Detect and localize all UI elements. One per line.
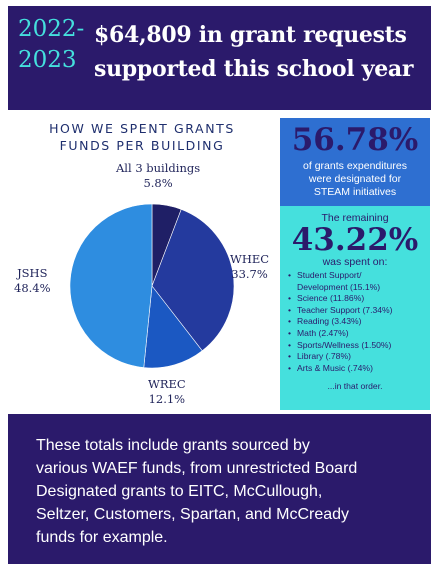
pie-label-wrec-name: WREC [148, 377, 186, 391]
remaining-percent: 43.22% [291, 222, 419, 258]
pie-chart [69, 203, 235, 369]
list-item-line: Library (.78%) [297, 351, 351, 362]
headline-line-1: $64,809 in grant requests [94, 22, 407, 48]
list-item-line: Sports/Wellness (1.50%) [297, 339, 392, 350]
footer-line-2: various WAEF funds, from unrestricted Bo… [36, 460, 358, 477]
pie-label-whec: WHEC 33.7% [230, 252, 269, 282]
steam-line-3: STEAM initiatives [313, 186, 397, 198]
chart-title-line-1: HOW WE SPENT GRANTS [49, 121, 235, 136]
list-item-line: Arts & Music (.74%) [297, 362, 373, 373]
pie-label-whec-value: 33.7% [231, 267, 268, 281]
pie-label-all-buildings-name: All 3 buildings [116, 161, 201, 175]
list-item-line: Teacher Support (7.34%) [297, 304, 393, 315]
list-item-line: Science (11.86%) [297, 293, 365, 304]
steam-description: of grants expenditures were designated f… [284, 160, 426, 199]
list-item-line: Math (2.47%) [297, 327, 349, 338]
chart-title: HOW WE SPENT GRANTS FUNDS PER BUILDING [30, 120, 254, 154]
year-line-2: 2023 [18, 47, 77, 73]
chart-title-line-2: FUNDS PER BUILDING [59, 138, 225, 153]
remaining-category-list: Student Support/ Development (15.1%) Sci… [288, 270, 428, 374]
pie-chart-panel: HOW WE SPENT GRANTS FUNDS PER BUILDING A… [8, 110, 280, 410]
list-item: Science (11.86%) [288, 293, 428, 305]
steam-line-1: of grants expenditures [303, 160, 407, 172]
pie-label-whec-name: WHEC [230, 252, 270, 266]
list-item-line: Reading (3.43%) [297, 316, 362, 327]
year-line-1: 2022- [18, 16, 85, 42]
pie-label-wrec: WREC 12.1% [148, 377, 186, 407]
pie-slice-jshs [69, 203, 153, 368]
list-item: Reading (3.43%) [288, 316, 428, 328]
list-item: Sports/Wellness (1.50%) [288, 340, 428, 352]
pie-slice-wrec [143, 285, 203, 369]
pie-label-all-buildings-value: 5.8% [143, 176, 173, 190]
pie-label-wrec-value: 12.1% [148, 392, 186, 406]
headline-line-2: supported this school year [94, 56, 414, 82]
list-item: Library (.78%) [288, 351, 428, 363]
footer-line-5: funds for example. [36, 529, 168, 546]
remaining-intro: The remaining [321, 212, 389, 224]
steam-stat-box: 56.78% of grants expenditures were desig… [280, 118, 430, 206]
list-item: Student Support/ Development (15.1%) [288, 270, 428, 293]
list-item: Math (2.47%) [288, 328, 428, 340]
pie-slice-whec [151, 209, 235, 352]
footer-line-1: These totals include grants sourced by [36, 437, 310, 454]
header-banner: 2022- 2023 $64,809 in grant requests sup… [8, 6, 431, 110]
pie-label-jshs-value: 48.4% [14, 281, 51, 295]
footer-line-4: Seltzer, Customers, Spartan, and McCread… [36, 506, 350, 523]
pie-label-jshs: JSHS 48.4% [14, 266, 51, 296]
school-year: 2022- 2023 [18, 14, 88, 76]
list-item-line: Student Support/ [297, 270, 362, 280]
footer-banner: These totals include grants sourced by v… [8, 414, 431, 564]
pie-label-all-buildings: All 3 buildings 5.8% [116, 161, 200, 191]
steam-line-2: were designated for [308, 173, 402, 185]
list-item: Teacher Support (7.34%) [288, 305, 428, 317]
footer-note: These totals include grants sourced by v… [36, 434, 416, 549]
headline: $64,809 in grant requests supported this… [94, 18, 430, 86]
remaining-stat-box: The remaining 43.22% was spent on: Stude… [280, 206, 430, 410]
list-item: Arts & Music (.74%) [288, 363, 428, 375]
steam-percent: 56.78% [291, 122, 419, 158]
footer-line-3: Designated grants to EITC, McCullough, [36, 483, 323, 500]
list-item-line: Development (15.1%) [297, 281, 381, 292]
remaining-subtitle: was spent on: [322, 256, 388, 268]
pie-label-jshs-name: JSHS [17, 266, 48, 280]
remaining-ending: ...in that order. [327, 381, 383, 391]
